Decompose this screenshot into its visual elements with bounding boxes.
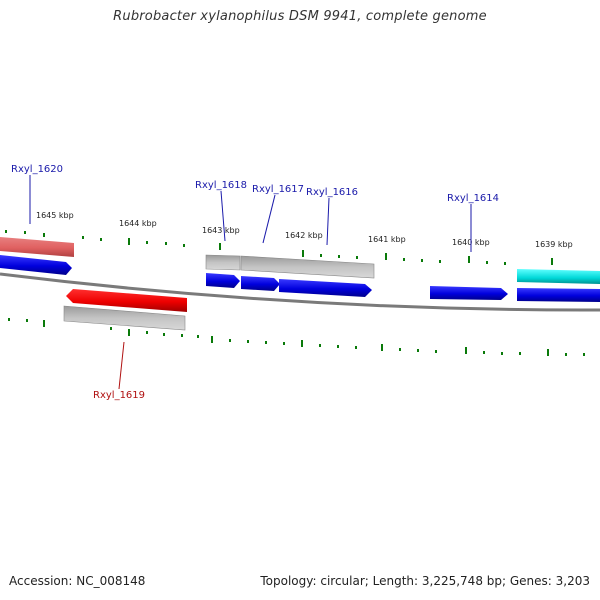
gene-label-rxyl-1617[interactable]: Rxyl_1617 bbox=[252, 184, 304, 195]
gene-rxyl-1618[interactable] bbox=[206, 273, 240, 288]
genome-summary-text: Topology: circular; Length: 3,225,748 bp… bbox=[260, 574, 590, 588]
genome-backbone bbox=[0, 272, 600, 312]
genome-title: Rubrobacter xylanophilus DSM 9941, compl… bbox=[113, 9, 487, 24]
gray-feature-outer-2[interactable] bbox=[240, 255, 375, 279]
kbp-label-1645: 1645 kbp bbox=[36, 211, 74, 220]
kbp-label-1644: 1644 kbp bbox=[119, 219, 157, 228]
gene-rxyl-1616[interactable] bbox=[279, 279, 372, 297]
gene-label-rxyl-1620[interactable]: Rxyl_1620 bbox=[11, 164, 63, 175]
gene-label-rxyl-1618[interactable]: Rxyl_1618 bbox=[195, 180, 247, 191]
gene-label-rxyl-1614[interactable]: Rxyl_1614 bbox=[447, 193, 499, 204]
gene-label-rxyl-1619[interactable]: Rxyl_1619 bbox=[93, 390, 145, 401]
accession-text: Accession: NC_008148 bbox=[9, 574, 146, 588]
kbp-label-1642: 1642 kbp bbox=[285, 231, 323, 240]
outer-scale-ticks bbox=[5, 230, 553, 265]
gray-feature-outer-1[interactable] bbox=[205, 254, 241, 271]
gene-highlight-rxyl-1620[interactable] bbox=[0, 237, 74, 257]
kbp-label-1643: 1643 kbp bbox=[202, 226, 240, 235]
gene-rxyl-1619[interactable] bbox=[66, 289, 187, 312]
gene-rxyl-1617[interactable] bbox=[241, 276, 280, 291]
gene-forward-left[interactable] bbox=[0, 255, 72, 275]
label-leaders bbox=[29, 175, 472, 390]
inner-scale-ticks bbox=[8, 318, 585, 356]
gray-feature-inner[interactable] bbox=[63, 305, 186, 331]
gene-label-rxyl-1616[interactable]: Rxyl_1616 bbox=[306, 187, 358, 198]
kbp-label-1639: 1639 kbp bbox=[535, 240, 573, 249]
kbp-label-1641: 1641 kbp bbox=[368, 235, 406, 244]
gene-highlight-cyan[interactable] bbox=[517, 269, 600, 284]
gene-forward-right[interactable] bbox=[517, 288, 600, 302]
gene-rxyl-1614[interactable] bbox=[430, 286, 508, 300]
